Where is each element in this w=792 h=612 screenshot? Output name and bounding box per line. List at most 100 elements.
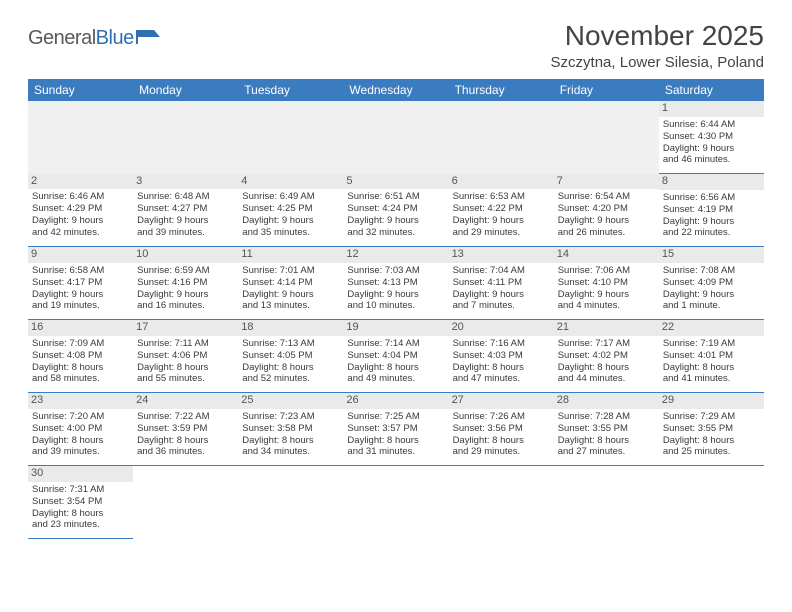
day-cell: 11Sunrise: 7:01 AMSunset: 4:14 PMDayligh…	[238, 247, 343, 320]
day-info-line: and 36 minutes.	[137, 446, 234, 458]
day-info-line: Sunrise: 6:56 AM	[663, 192, 760, 204]
day-number: 16	[28, 320, 133, 336]
day-info-line: Sunrise: 6:46 AM	[32, 191, 129, 203]
day-info-line: Sunset: 4:00 PM	[32, 423, 129, 435]
day-info-line: Daylight: 8 hours	[32, 435, 129, 447]
day-number: 2	[28, 174, 133, 190]
empty-day-cell	[449, 466, 554, 539]
weekday-header: Friday	[554, 79, 659, 101]
day-info-line: Sunrise: 6:44 AM	[663, 119, 760, 131]
day-info-line: Sunrise: 6:51 AM	[347, 191, 444, 203]
empty-day-cell	[343, 101, 448, 174]
day-info-line: Sunset: 3:55 PM	[558, 423, 655, 435]
logo: GeneralBlue	[28, 20, 162, 51]
day-cell: 21Sunrise: 7:17 AMSunset: 4:02 PMDayligh…	[554, 320, 659, 393]
weekday-header: Thursday	[449, 79, 554, 101]
day-info-line: Sunset: 4:03 PM	[453, 350, 550, 362]
day-number: 30	[28, 466, 133, 482]
weekday-header: Monday	[133, 79, 238, 101]
day-number: 15	[659, 247, 764, 263]
day-cell: 15Sunrise: 7:08 AMSunset: 4:09 PMDayligh…	[659, 247, 764, 320]
day-info-line: Sunrise: 7:11 AM	[137, 338, 234, 350]
location-text: Szczytna, Lower Silesia, Poland	[551, 54, 764, 71]
day-info-line: and 26 minutes.	[558, 227, 655, 239]
day-info-line: Sunrise: 7:17 AM	[558, 338, 655, 350]
day-info-line: and 25 minutes.	[663, 446, 760, 458]
day-cell: 18Sunrise: 7:13 AMSunset: 4:05 PMDayligh…	[238, 320, 343, 393]
calendar-week-row: 16Sunrise: 7:09 AMSunset: 4:08 PMDayligh…	[28, 320, 764, 393]
calendar-week-row: 1Sunrise: 6:44 AMSunset: 4:30 PMDaylight…	[28, 101, 764, 174]
day-info-line: Sunrise: 7:14 AM	[347, 338, 444, 350]
day-number: 21	[554, 320, 659, 336]
day-info-line: Daylight: 8 hours	[663, 435, 760, 447]
empty-day-cell	[659, 466, 764, 539]
empty-day-cell	[554, 101, 659, 174]
logo-part1: General	[28, 27, 96, 49]
calendar-page: GeneralBlue November 2025 Szczytna, Lowe…	[0, 0, 792, 559]
calendar-week-row: 30Sunrise: 7:31 AMSunset: 3:54 PMDayligh…	[28, 466, 764, 539]
day-info-line: Sunrise: 7:04 AM	[453, 265, 550, 277]
day-number: 7	[554, 174, 659, 190]
day-info-line: Daylight: 8 hours	[32, 508, 129, 520]
day-info-line: Daylight: 8 hours	[242, 435, 339, 447]
day-number: 26	[343, 393, 448, 409]
day-number: 23	[28, 393, 133, 409]
logo-part2: Blue	[96, 27, 134, 49]
day-info-line: and 16 minutes.	[137, 300, 234, 312]
day-info-line: Daylight: 8 hours	[137, 362, 234, 374]
day-info-line: and 46 minutes.	[663, 154, 760, 166]
calendar-body: 1Sunrise: 6:44 AMSunset: 4:30 PMDaylight…	[28, 101, 764, 539]
day-info-line: and 47 minutes.	[453, 373, 550, 385]
day-info-line: Sunset: 4:30 PM	[663, 131, 760, 143]
day-info-line: Sunrise: 7:29 AM	[663, 411, 760, 423]
day-info-line: Sunset: 3:57 PM	[347, 423, 444, 435]
empty-day-cell	[554, 466, 659, 539]
day-info-line: Sunrise: 7:16 AM	[453, 338, 550, 350]
weekday-header: Saturday	[659, 79, 764, 101]
day-info-line: and 23 minutes.	[32, 519, 129, 531]
day-info-line: Sunrise: 7:22 AM	[137, 411, 234, 423]
day-info-line: Daylight: 8 hours	[453, 435, 550, 447]
month-title: November 2025	[551, 20, 764, 52]
day-info-line: and 42 minutes.	[32, 227, 129, 239]
day-info-line: Sunset: 4:10 PM	[558, 277, 655, 289]
day-info-line: Daylight: 9 hours	[663, 216, 760, 228]
day-info-line: and 44 minutes.	[558, 373, 655, 385]
weekday-header: Tuesday	[238, 79, 343, 101]
day-cell: 16Sunrise: 7:09 AMSunset: 4:08 PMDayligh…	[28, 320, 133, 393]
day-info-line: Daylight: 8 hours	[347, 435, 444, 447]
day-info-line: Daylight: 9 hours	[347, 215, 444, 227]
day-info-line: Daylight: 8 hours	[558, 362, 655, 374]
day-info-line: Sunrise: 7:26 AM	[453, 411, 550, 423]
day-info-line: Sunset: 4:16 PM	[137, 277, 234, 289]
day-number: 28	[554, 393, 659, 409]
day-cell: 26Sunrise: 7:25 AMSunset: 3:57 PMDayligh…	[343, 393, 448, 466]
day-info-line: and 22 minutes.	[663, 227, 760, 239]
day-number: 20	[449, 320, 554, 336]
day-info-line: Sunrise: 7:03 AM	[347, 265, 444, 277]
day-number: 18	[238, 320, 343, 336]
day-info-line: Sunrise: 6:58 AM	[32, 265, 129, 277]
day-info-line: Sunrise: 7:13 AM	[242, 338, 339, 350]
day-number: 14	[554, 247, 659, 263]
day-info-line: Daylight: 9 hours	[137, 289, 234, 301]
day-info-line: Sunrise: 6:48 AM	[137, 191, 234, 203]
day-number: 9	[28, 247, 133, 263]
day-number: 25	[238, 393, 343, 409]
day-info-line: Daylight: 9 hours	[32, 215, 129, 227]
day-info-line: Sunrise: 7:31 AM	[32, 484, 129, 496]
empty-day-cell	[28, 101, 133, 174]
day-cell: 4Sunrise: 6:49 AMSunset: 4:25 PMDaylight…	[238, 174, 343, 247]
day-number: 3	[133, 174, 238, 190]
calendar-week-row: 2Sunrise: 6:46 AMSunset: 4:29 PMDaylight…	[28, 174, 764, 247]
day-info-line: Sunset: 4:22 PM	[453, 203, 550, 215]
day-info-line: Daylight: 9 hours	[453, 289, 550, 301]
day-info-line: Sunset: 3:56 PM	[453, 423, 550, 435]
day-info-line: and 10 minutes.	[347, 300, 444, 312]
day-info-line: Daylight: 9 hours	[32, 289, 129, 301]
day-info-line: Sunset: 3:55 PM	[663, 423, 760, 435]
day-cell: 13Sunrise: 7:04 AMSunset: 4:11 PMDayligh…	[449, 247, 554, 320]
day-cell: 9Sunrise: 6:58 AMSunset: 4:17 PMDaylight…	[28, 247, 133, 320]
day-info-line: and 19 minutes.	[32, 300, 129, 312]
day-number: 6	[449, 174, 554, 190]
